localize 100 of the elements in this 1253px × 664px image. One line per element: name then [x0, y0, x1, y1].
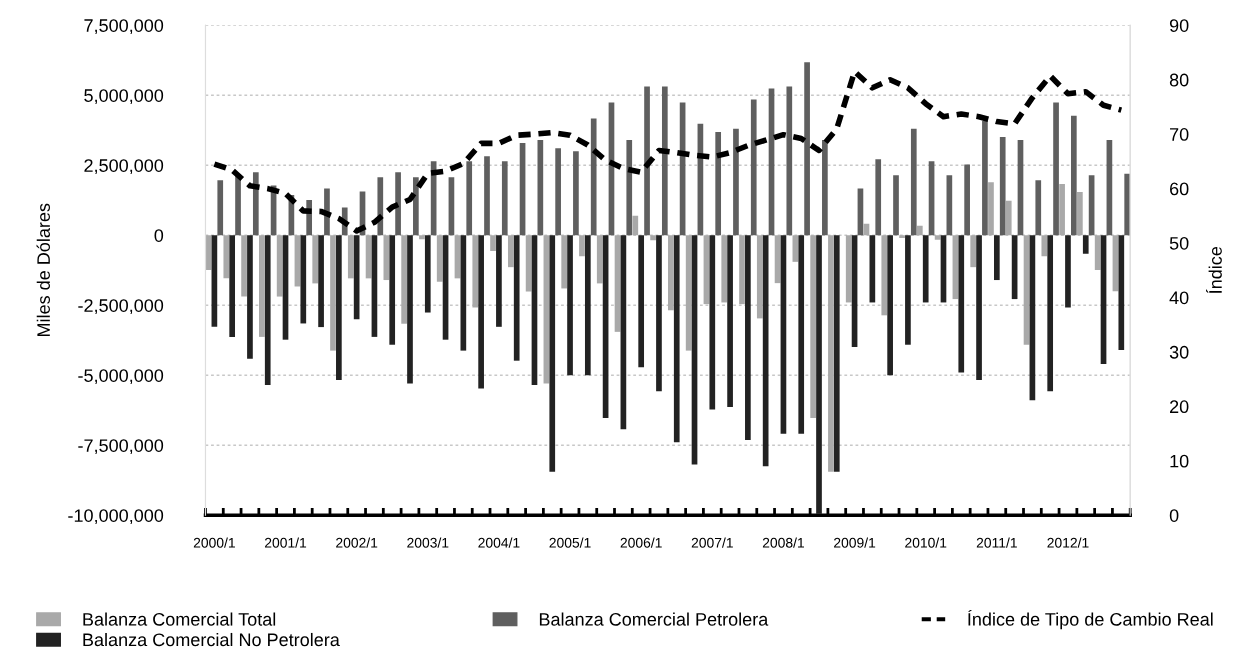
bar — [389, 235, 396, 345]
x-tick-label: 2009/1 — [834, 537, 876, 548]
bar — [330, 235, 336, 351]
bar — [252, 172, 259, 236]
bar — [905, 235, 911, 345]
bar — [1041, 235, 1048, 257]
bar — [893, 175, 899, 236]
bar — [217, 180, 224, 236]
y-axis-title: Miles de Dólares — [36, 203, 50, 336]
bar — [1065, 235, 1071, 308]
y2-tick-label: 30 — [1169, 345, 1189, 359]
bar — [816, 235, 822, 514]
bar — [590, 118, 597, 236]
bar — [401, 235, 407, 324]
bar — [247, 235, 253, 359]
bar — [259, 235, 265, 337]
x-tick-label: 2006/1 — [620, 537, 662, 548]
x-tick-label: 2012/1 — [1047, 537, 1089, 548]
y-tick-label: 5,000,000 — [84, 89, 164, 105]
bar — [496, 235, 502, 327]
bar — [922, 235, 929, 303]
y-tick-label: -5,000,000 — [78, 369, 164, 385]
x-tick-label: 2001/1 — [264, 537, 307, 548]
bar — [1094, 235, 1101, 270]
bar — [656, 235, 662, 392]
bar — [745, 235, 751, 440]
bar — [721, 235, 728, 303]
bar — [733, 128, 739, 236]
bar — [661, 86, 668, 236]
legend-label: Balanza Comercial Total — [83, 612, 276, 626]
bar — [709, 235, 716, 410]
bar — [424, 235, 431, 313]
bar — [1005, 200, 1012, 236]
bar — [833, 235, 840, 472]
bar — [478, 235, 484, 389]
bar — [727, 235, 733, 407]
y2-tick-label: 80 — [1169, 73, 1189, 87]
bar — [1047, 235, 1054, 392]
y2-tick-label: 10 — [1170, 454, 1189, 468]
bar — [916, 225, 923, 236]
bar — [673, 235, 680, 443]
legend-label: Balanza Comercial No Petrolera — [83, 632, 340, 647]
bar — [223, 235, 230, 279]
bar — [596, 235, 603, 284]
bar — [235, 175, 241, 236]
y-tick-label: -7,500,000 — [78, 439, 164, 455]
bar — [881, 235, 888, 316]
bar — [584, 235, 591, 376]
y2-tick-label: 70 — [1170, 128, 1189, 141]
bar — [964, 164, 970, 236]
bar — [466, 161, 473, 236]
x-tick-label: 2011/1 — [976, 537, 1017, 548]
bar — [1035, 180, 1042, 236]
bar — [644, 86, 650, 236]
x-tick-label: 2008/1 — [762, 537, 804, 548]
bar — [762, 235, 769, 467]
bar — [804, 62, 810, 236]
y-tick-label: -10,000,000 — [68, 509, 164, 525]
y-tick-label: 7,500,000 — [84, 19, 164, 35]
bar — [887, 235, 893, 376]
x-tick-label: 2005/1 — [549, 537, 591, 548]
bar — [650, 235, 656, 241]
y-tick-label: -2,500,000 — [78, 299, 164, 315]
bar — [1059, 184, 1065, 236]
bar — [407, 235, 413, 384]
bar — [472, 235, 479, 308]
x-tick-label: 2007/1 — [691, 537, 733, 548]
bar — [750, 99, 757, 236]
legend-label: Índice de Tipo de Cambio Real — [968, 609, 1213, 630]
bar — [626, 140, 633, 236]
bar — [555, 148, 561, 236]
legend-label: Balanza Comercial Petrolera — [539, 612, 769, 626]
bar — [579, 235, 585, 257]
bar — [822, 140, 828, 236]
bar — [1118, 235, 1125, 351]
y2-tick-label: 20 — [1170, 400, 1189, 414]
bar — [1070, 115, 1077, 236]
bar — [413, 177, 419, 236]
y2-axis-title: Índice — [1206, 246, 1222, 294]
x-tick-label: 2003/1 — [407, 537, 449, 548]
bar — [395, 172, 401, 236]
bar — [934, 235, 941, 240]
bar — [845, 235, 852, 303]
bar — [1124, 173, 1131, 236]
bar — [336, 235, 342, 381]
bar — [685, 235, 692, 351]
bar — [798, 235, 805, 434]
bar — [573, 151, 579, 236]
bar — [318, 235, 324, 328]
bar — [976, 235, 982, 381]
bar — [484, 156, 490, 236]
bar — [970, 235, 977, 268]
bar — [419, 235, 425, 240]
bar — [501, 161, 508, 236]
bar — [300, 235, 307, 324]
y-tick-label: 2,500,000 — [84, 159, 164, 175]
bar — [460, 235, 467, 351]
bar — [638, 235, 645, 368]
bar — [999, 136, 1006, 236]
bar — [958, 235, 965, 373]
